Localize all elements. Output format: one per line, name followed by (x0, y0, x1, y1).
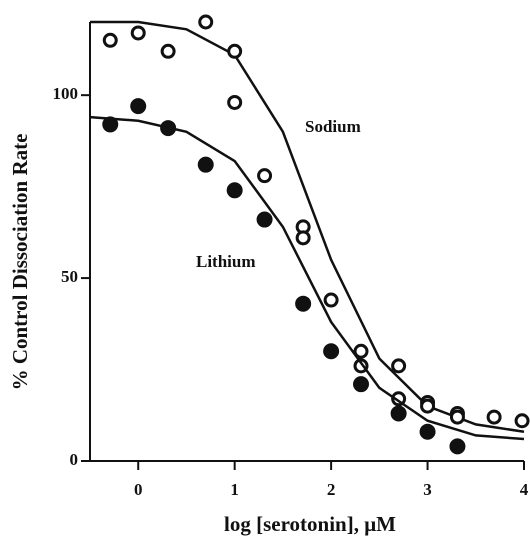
data-point (197, 156, 214, 173)
data-point (449, 409, 465, 425)
data-point (323, 343, 340, 360)
data-point (130, 25, 146, 41)
data-point (160, 43, 176, 59)
data-point (295, 230, 311, 246)
data-point (130, 98, 147, 115)
y-tick-label: 100 (53, 84, 79, 103)
data-point (198, 14, 214, 30)
data-point (256, 211, 273, 228)
data-point (390, 405, 407, 422)
x-tick-label: 1 (230, 480, 239, 499)
series-annotation: Lithium (196, 252, 256, 271)
series-annotation: Sodium (305, 117, 361, 136)
x-tick-label: 2 (327, 480, 336, 499)
data-point (102, 116, 119, 133)
data-point (486, 409, 502, 425)
data-point (514, 413, 530, 429)
y-tick-label: 0 (70, 450, 79, 469)
data-point (353, 343, 369, 359)
y-tick-label: 50 (61, 267, 78, 286)
data-point (160, 120, 177, 137)
data-point (323, 292, 339, 308)
y-axis-title: % Control Dissociation Rate (8, 134, 32, 391)
data-point (419, 423, 436, 440)
data-point (353, 376, 370, 393)
data-point (449, 438, 466, 455)
x-axis-title: log [serotonin], μM (224, 512, 396, 536)
data-point (257, 168, 273, 184)
data-point (226, 182, 243, 199)
data-point (227, 94, 243, 110)
data-point (391, 358, 407, 374)
x-tick-label: 3 (423, 480, 432, 499)
x-tick-label: 4 (520, 480, 529, 499)
data-point (295, 295, 312, 312)
x-tick-label: 0 (134, 480, 143, 499)
data-point (420, 398, 436, 414)
data-point (227, 43, 243, 59)
data-point (102, 32, 118, 48)
fit-curve (89, 115, 525, 441)
